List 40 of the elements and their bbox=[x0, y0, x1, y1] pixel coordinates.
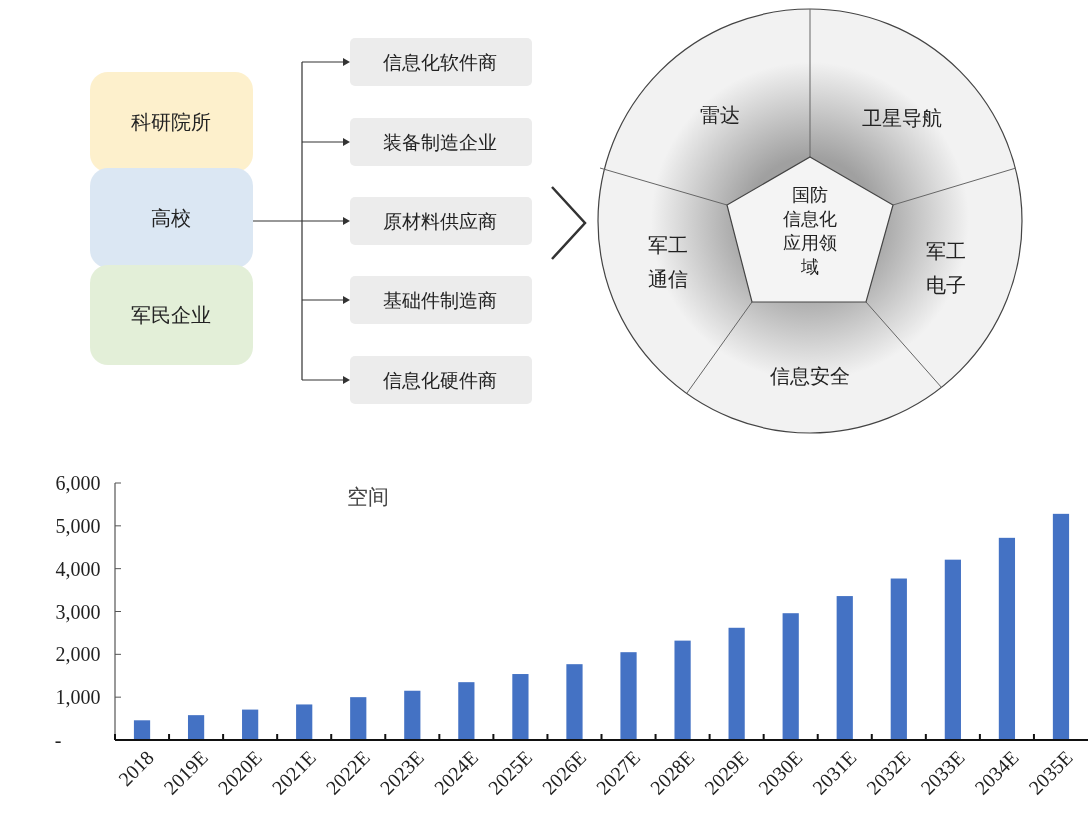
text: 装备制造企业 bbox=[383, 131, 497, 153]
y-tick-label: - bbox=[54, 729, 62, 751]
y-tick-label: 2,000 bbox=[55, 643, 101, 666]
y-tick-label: 3,000 bbox=[55, 600, 101, 623]
bar bbox=[836, 596, 853, 740]
text: 国防信息化应用领域 bbox=[783, 183, 837, 277]
text: 基础件制造商 bbox=[383, 289, 497, 311]
text: 雷达 bbox=[700, 103, 740, 127]
text: 原材料供应商 bbox=[383, 210, 497, 232]
y-tick-label: 5,000 bbox=[55, 514, 101, 537]
bar bbox=[404, 690, 421, 740]
text: 军工电子 bbox=[926, 239, 966, 297]
y-tick-label: 1,000 bbox=[55, 686, 101, 709]
bar bbox=[296, 704, 313, 740]
bar bbox=[458, 682, 475, 740]
chart-title: 空间 bbox=[347, 485, 389, 509]
text: 科研院所 bbox=[131, 110, 211, 134]
bar bbox=[998, 537, 1016, 740]
bar bbox=[674, 640, 691, 740]
bar bbox=[566, 664, 583, 740]
bar bbox=[350, 697, 367, 740]
bar bbox=[133, 720, 151, 740]
bar bbox=[782, 613, 799, 740]
text: 信息安全 bbox=[770, 364, 850, 388]
text: 军工通信 bbox=[648, 233, 688, 291]
bar bbox=[890, 578, 907, 740]
bar bbox=[512, 674, 529, 740]
text: 信息化硬件商 bbox=[383, 369, 497, 391]
bar bbox=[1052, 513, 1070, 740]
text: 军民企业 bbox=[131, 303, 211, 327]
bar bbox=[187, 715, 205, 740]
text: 卫星导航 bbox=[862, 106, 942, 130]
bar bbox=[620, 652, 637, 740]
text: 高校 bbox=[151, 206, 191, 230]
bar bbox=[242, 709, 259, 740]
y-tick-label: 6,000 bbox=[55, 472, 101, 494]
bar bbox=[728, 627, 745, 740]
text: 信息化软件商 bbox=[383, 51, 497, 73]
y-tick-label: 4,000 bbox=[55, 557, 101, 580]
bar bbox=[944, 559, 961, 740]
